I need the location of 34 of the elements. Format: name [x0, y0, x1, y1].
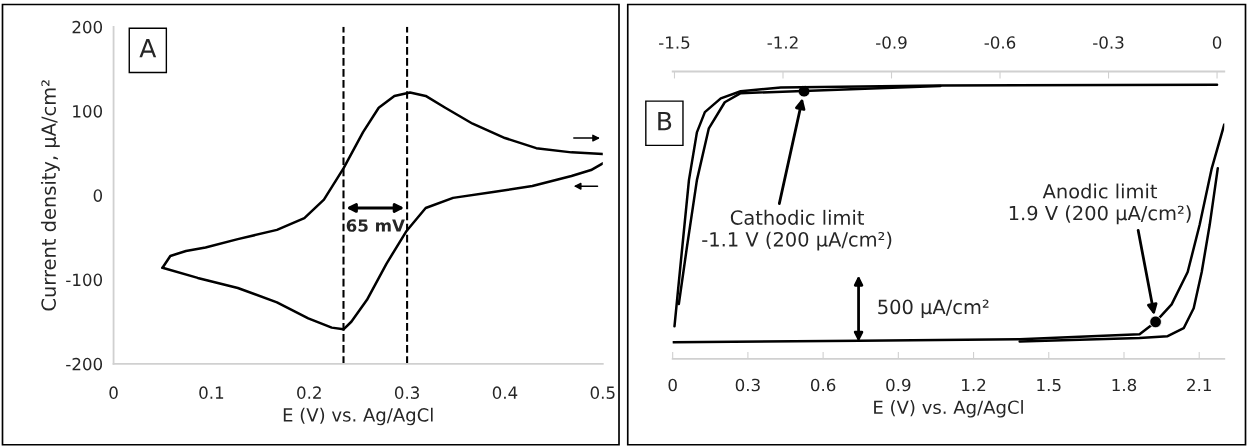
annotation: A [139, 39, 157, 58]
x2-tick-label: -1.2 [767, 36, 798, 49]
x2-tick-label: -0.9 [876, 36, 907, 49]
x-axis-title: E (V) vs. Ag/AgCl [283, 407, 433, 426]
x2-tick-label: 0 [1212, 36, 1222, 49]
x2-tick-label: -0.3 [1093, 36, 1124, 49]
x-tick-label: 0.9 [886, 378, 911, 392]
x-tick-label: 0.5 [590, 386, 615, 399]
y-tick-label: -100 [66, 273, 103, 287]
y-tick-label: 100 [73, 105, 103, 118]
x-tick-label: 1.8 [1112, 378, 1137, 392]
y-tick-label: -200 [66, 357, 103, 371]
annotation: Cathodic limit -1.1 V (200 µA/cm²) [702, 209, 892, 251]
text: B [658, 111, 672, 131]
x-tick-label: 0.4 [492, 386, 518, 399]
x2-tick-label: -1.5 [659, 36, 690, 49]
x-tick-label: 0.3 [394, 386, 420, 399]
x-tick-label: 1.5 [1037, 378, 1061, 392]
x-tick-label: 0.3 [735, 378, 760, 392]
x-tick-label: 0 [668, 378, 677, 392]
x-tick-label: 0 [109, 386, 118, 399]
y-tick-label: 0 [93, 189, 103, 202]
x-tick-label: 0.2 [297, 386, 321, 399]
x-tick-label: 0.6 [810, 378, 836, 392]
x-axis-title: E (V) vs. Ag/AgCl [874, 400, 1023, 418]
annotation: 65 mV [346, 219, 405, 232]
x-tick-label: 0.1 [199, 386, 224, 399]
annotation: Anodic limit 1.9 V (200 µA/cm²) [1009, 183, 1191, 225]
y-axis-title: Current density, µA/cm² [40, 80, 60, 311]
annotation: 500 µA/cm² [878, 299, 989, 319]
x2-tick-label: -0.6 [984, 36, 1016, 49]
y-tick-label: 200 [72, 20, 103, 34]
x-tick-label: 2.1 [1187, 378, 1211, 392]
x-tick-label: 1.2 [962, 378, 986, 392]
